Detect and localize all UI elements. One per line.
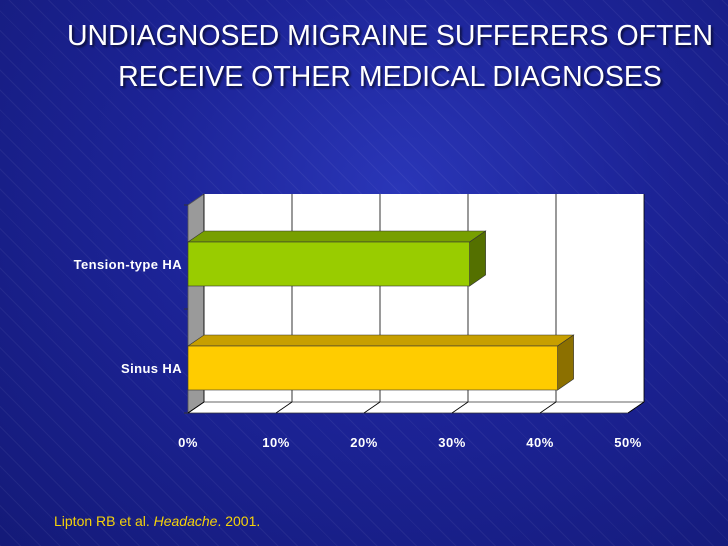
data-label: 32% (506, 248, 534, 263)
category-label: Sinus HA (121, 361, 182, 376)
citation-journal: Headache (153, 513, 218, 529)
x-floor-tick (187, 401, 205, 414)
x-tick-label: 10% (262, 435, 290, 450)
bar (187, 345, 558, 391)
chart-floor (186, 401, 646, 414)
bar (187, 241, 470, 287)
citation: Lipton RB et al. Headache. 2001. (54, 513, 260, 529)
x-floor-tick (275, 401, 293, 414)
x-floor-tick (363, 401, 381, 414)
slide-title: UNDIAGNOSED MIGRAINE SUFFERERS OFTEN REC… (66, 20, 714, 93)
x-floor-tick (539, 401, 557, 414)
x-tick-label: 30% (438, 435, 466, 450)
bar-top-face (187, 334, 575, 347)
chart-labels: 0% 10% 20% 30% 40% 50% Tension-type HA 32% Sinus… (74, 248, 642, 450)
data-label: 42% (594, 352, 622, 367)
x-floor-tick (451, 401, 469, 414)
citation-year: . 2001. (217, 513, 261, 529)
x-tick-label: 20% (350, 435, 378, 450)
x-floor-tick (627, 401, 645, 414)
citation-authors: Lipton RB et al. (54, 513, 154, 529)
bar-top-face (187, 230, 487, 243)
category-label: Tension-type HA (74, 257, 183, 272)
x-tick-label: 0% (178, 435, 198, 450)
x-tick-label: 40% (526, 435, 554, 450)
chart-bars (187, 230, 575, 391)
x-tick-label: 50% (614, 435, 642, 450)
